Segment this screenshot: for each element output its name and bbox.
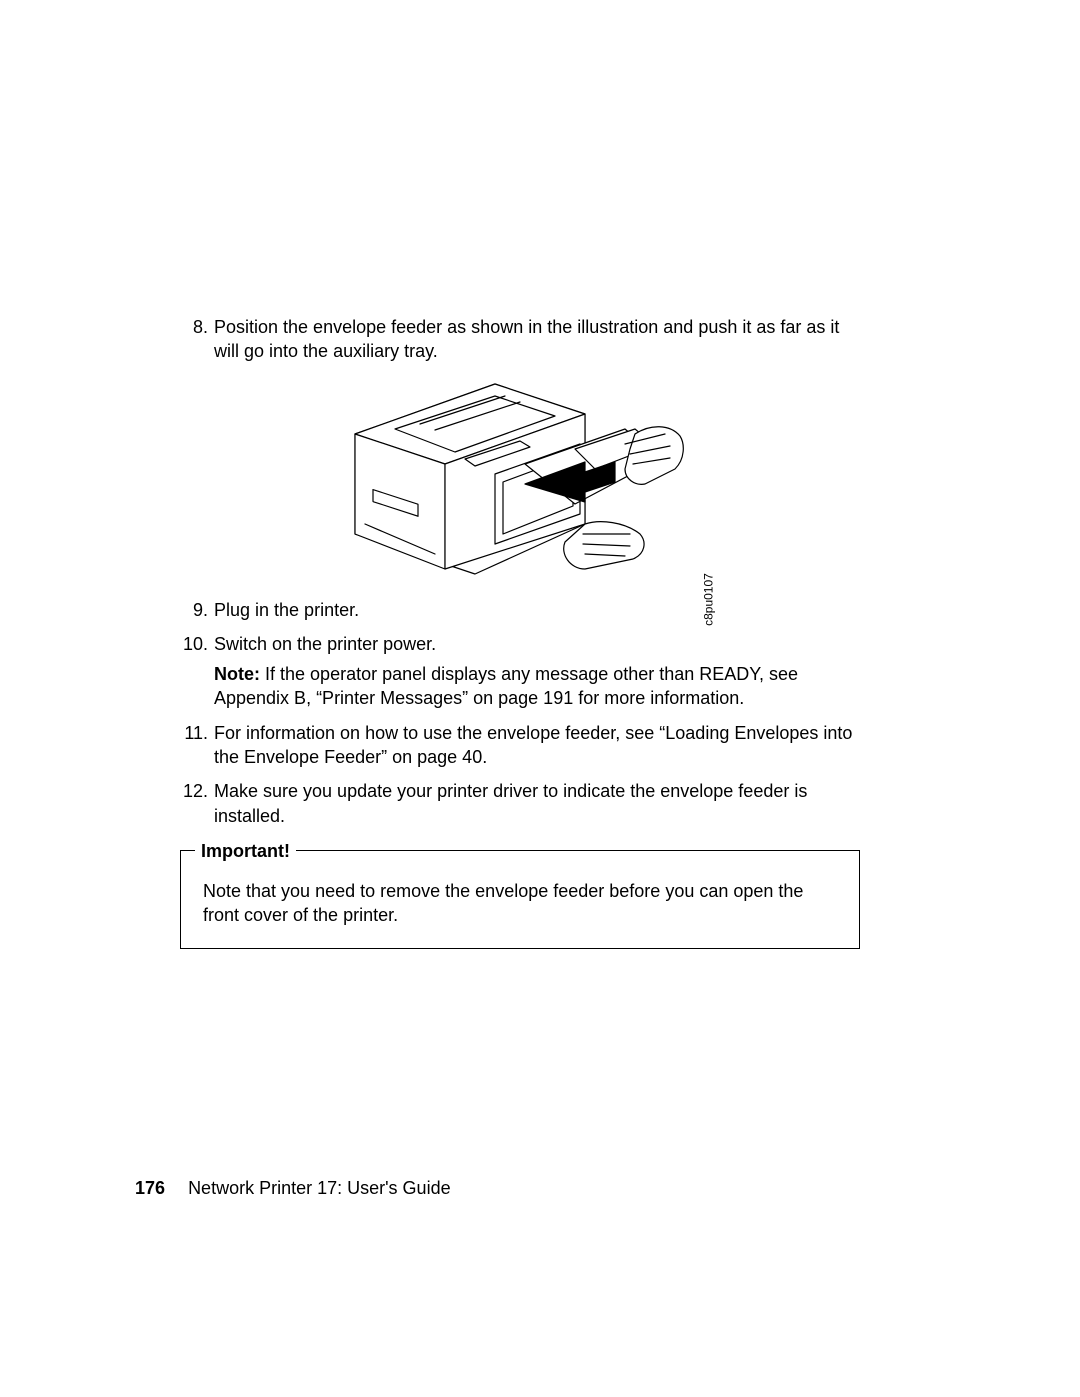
step-list-continued: 9. Plug in the printer. 10. Switch on th… — [180, 598, 860, 828]
doc-title: Network Printer 17: User's Guide — [188, 1178, 451, 1198]
step-11: 11. For information on how to use the en… — [180, 721, 860, 770]
step-text: Plug in the printer. — [214, 598, 860, 622]
important-text: Note that you need to remove the envelop… — [203, 881, 803, 925]
note-text: If the operator panel displays any messa… — [214, 664, 798, 708]
content-area: 8. Position the envelope feeder as shown… — [180, 315, 860, 949]
step-text: Switch on the printer power. — [214, 634, 436, 654]
step-number: 9. — [180, 598, 214, 622]
step-9: 9. Plug in the printer. — [180, 598, 860, 622]
important-legend: Important! — [195, 839, 296, 863]
step-10: 10. Switch on the printer power. Note: I… — [180, 632, 860, 711]
step-12: 12. Make sure you update your printer dr… — [180, 779, 860, 828]
note-label: Note: — [214, 664, 260, 684]
step-number: 8. — [180, 315, 214, 364]
page-footer: 176 Network Printer 17: User's Guide — [135, 1178, 451, 1199]
step-number: 12. — [180, 779, 214, 828]
step-text: Make sure you update your printer driver… — [214, 779, 860, 828]
note-block: Note: If the operator panel displays any… — [214, 662, 860, 711]
printer-svg — [325, 374, 715, 584]
printer-illustration: c8pu0107 — [325, 374, 715, 584]
page-number: 176 — [135, 1178, 165, 1198]
step-number: 11. — [180, 721, 214, 770]
important-box: Important! Note that you need to remove … — [180, 850, 860, 949]
step-list: 8. Position the envelope feeder as shown… — [180, 315, 860, 364]
step-text: For information on how to use the envelo… — [214, 721, 860, 770]
step-body: Switch on the printer power. Note: If th… — [214, 632, 860, 711]
step-number: 10. — [180, 632, 214, 711]
page: 8. Position the envelope feeder as shown… — [0, 0, 1080, 1397]
step-8: 8. Position the envelope feeder as shown… — [180, 315, 860, 364]
step-text: Position the envelope feeder as shown in… — [214, 315, 860, 364]
illustration-tag: c8pu0107 — [701, 574, 717, 627]
